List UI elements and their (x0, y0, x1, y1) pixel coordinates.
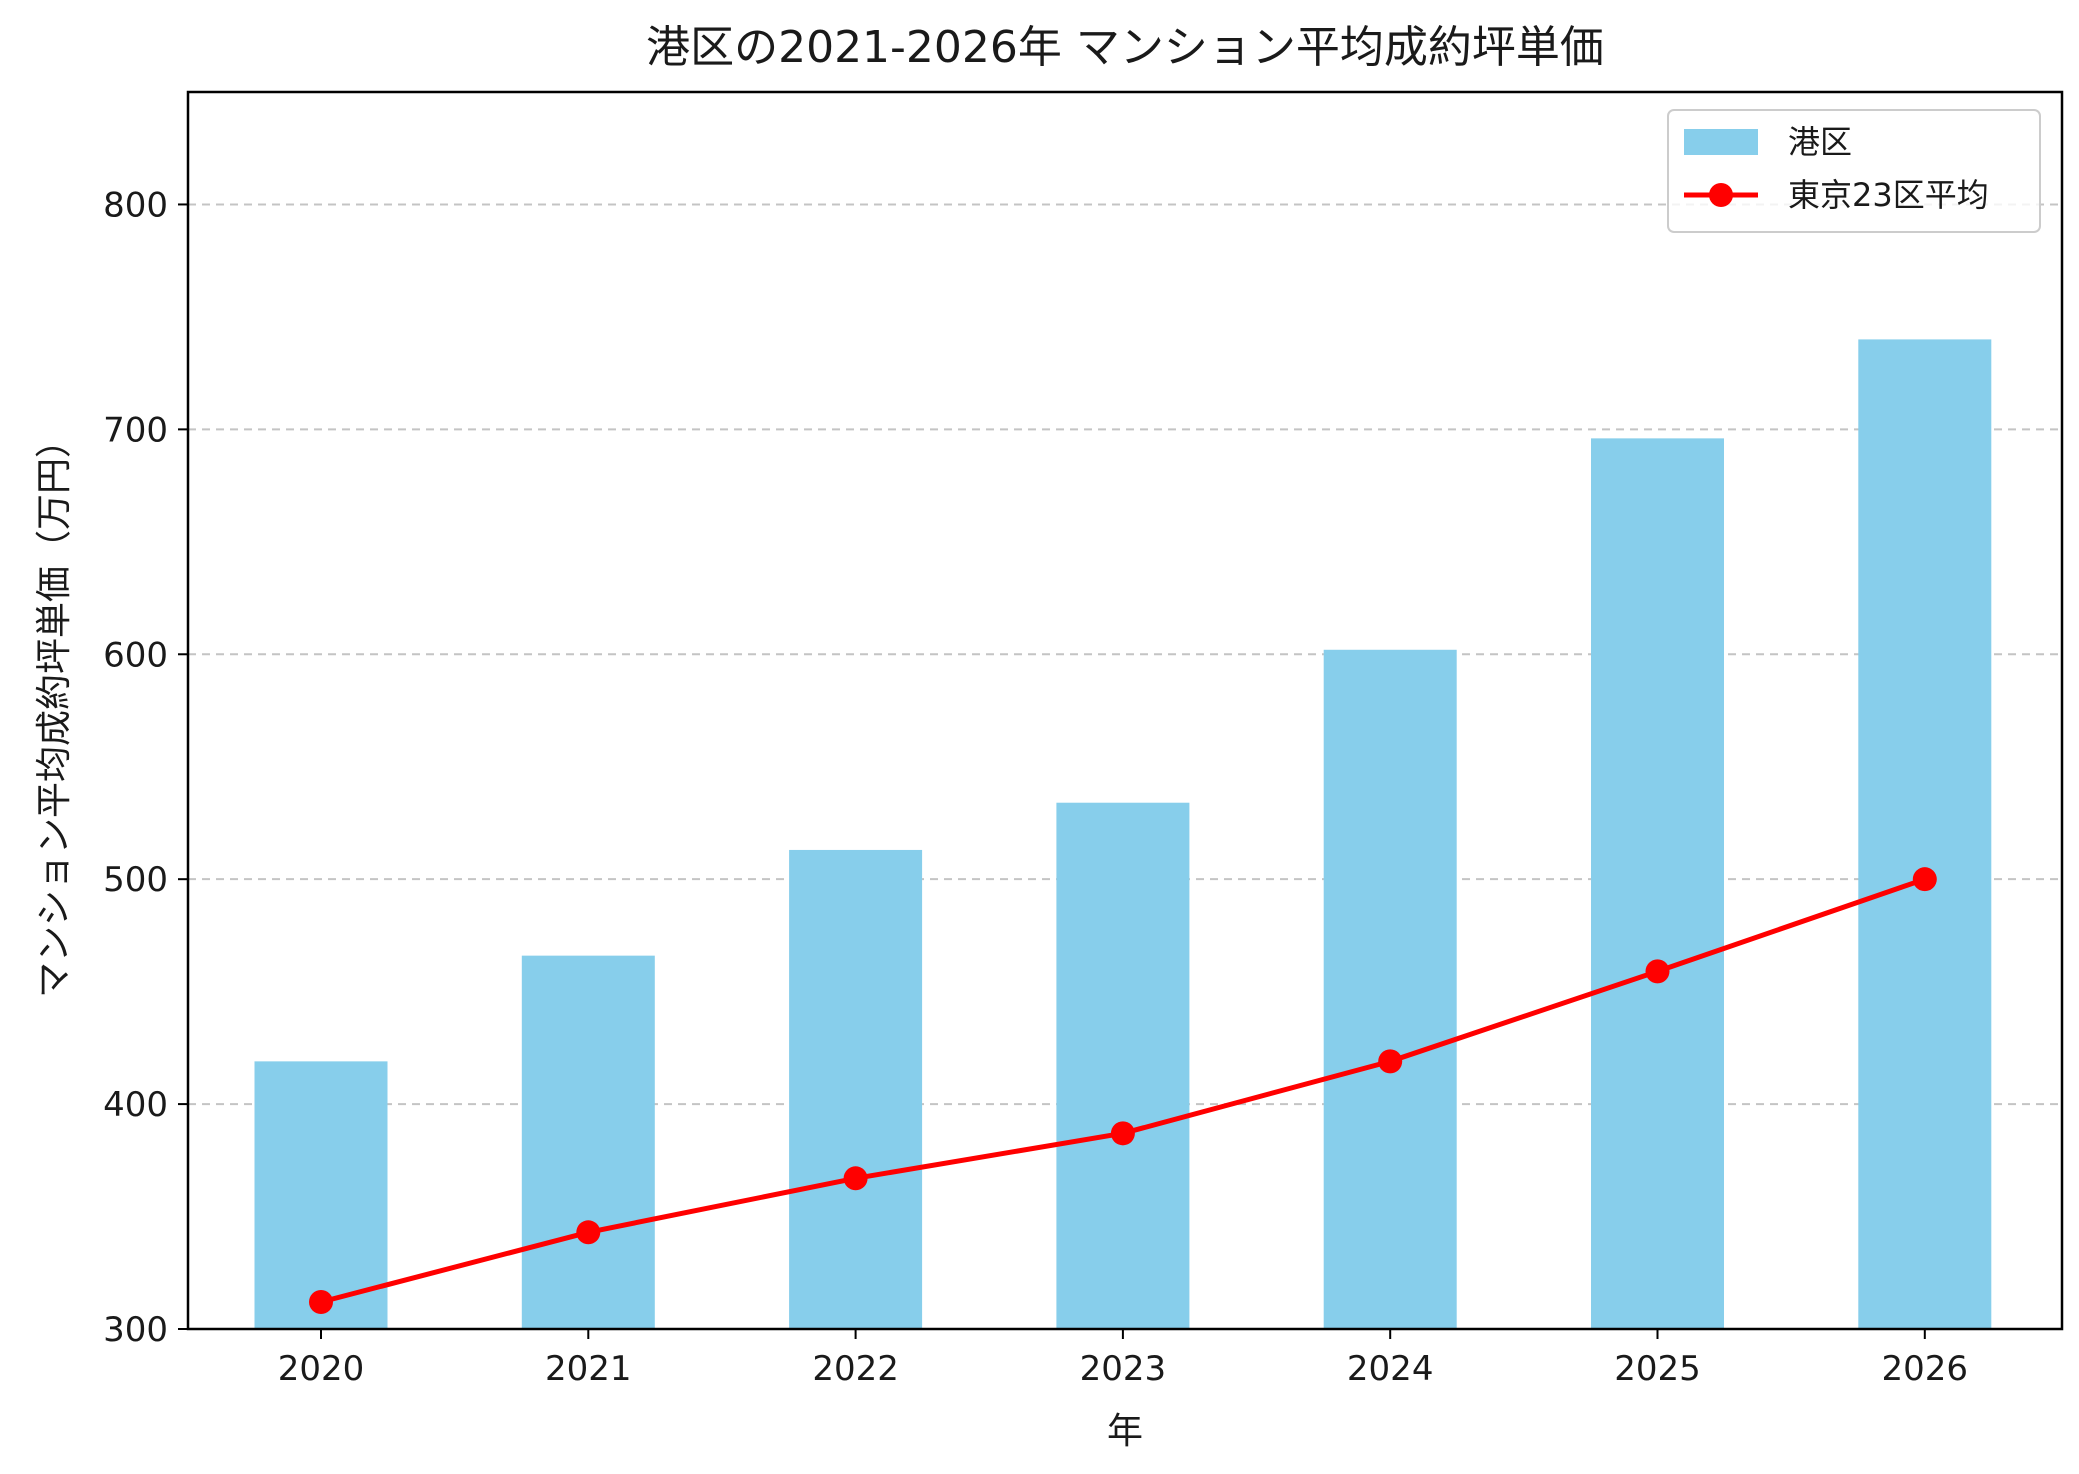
line-point (309, 1290, 333, 1315)
bar-series (254, 339, 1992, 1329)
x-tick-label: 2025 (1614, 1349, 1701, 1389)
line-point (1378, 1049, 1403, 1074)
y-axis: 300 400 500 600 700 800 (103, 185, 188, 1350)
y-axis-label: マンション平均成約坪単価（万円） (34, 422, 75, 998)
line-point (576, 1220, 601, 1245)
legend: 港区 東京23区平均 (1667, 109, 2041, 233)
x-axis: 2020 2021 2022 2023 2024 2025 2026 (278, 1329, 1968, 1389)
line-point (1912, 867, 1937, 892)
y-tick-label: 800 (103, 185, 168, 225)
y-tick-label: 400 (103, 1085, 168, 1125)
line-series (309, 867, 1937, 1315)
legend-label-line: 東京23区平均 (1788, 176, 1989, 214)
legend-frame (1667, 109, 2041, 233)
x-tick-label: 2021 (545, 1349, 632, 1389)
chart-title: 港区の2021-2026年 マンション平均成約坪単価 (646, 22, 1604, 73)
x-tick-label: 2023 (1080, 1349, 1167, 1389)
x-tick-label: 2024 (1347, 1349, 1434, 1389)
line-point (1110, 1121, 1135, 1146)
bar (1323, 649, 1457, 1329)
bar (1858, 339, 1992, 1329)
plot-frame (186, 90, 2064, 1331)
y-tick-label: 300 (103, 1310, 168, 1350)
bar (789, 849, 923, 1329)
bar (254, 1061, 388, 1329)
x-tick-label: 2020 (278, 1349, 365, 1389)
legend-swatch-bar (1684, 129, 1758, 155)
bar (521, 955, 655, 1329)
y-tick-label: 700 (103, 410, 168, 450)
legend-label-bar: 港区 (1788, 123, 1852, 161)
bar (1591, 438, 1724, 1329)
line-point (843, 1166, 868, 1191)
y-tick-label: 500 (103, 860, 168, 900)
y-tick-label: 600 (103, 635, 168, 675)
x-tick-label: 2022 (812, 1349, 899, 1389)
legend-swatch-marker (1709, 183, 1733, 207)
bar (1056, 802, 1190, 1329)
x-tick-label: 2026 (1882, 1349, 1969, 1389)
x-axis-label: 年 (1107, 1411, 1143, 1452)
line-point (1645, 959, 1670, 984)
